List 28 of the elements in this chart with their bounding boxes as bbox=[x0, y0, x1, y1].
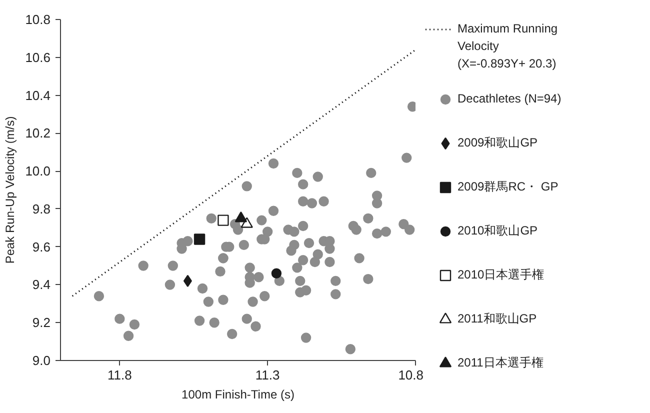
legend-label: 2011和歌山GP bbox=[458, 312, 537, 326]
y-tick-label: 9.6 bbox=[32, 239, 51, 254]
point bbox=[240, 217, 253, 228]
x-tick-label: 11.3 bbox=[255, 368, 280, 382]
x-tick-label: 11.8 bbox=[108, 368, 132, 382]
y-tick-label: 9.0 bbox=[32, 353, 51, 368]
point bbox=[218, 214, 229, 226]
y-tick-label: 10.6 bbox=[25, 50, 51, 65]
point bbox=[271, 268, 282, 278]
legend-label: Maximum Running Velocity (X=-0.893Y+ 20.3) bbox=[458, 22, 558, 70]
y-tick-label: 10.2 bbox=[25, 126, 51, 141]
y-axis-title: Peak Run-Up Velocity (m/s) bbox=[3, 116, 18, 264]
y-tick-label: 10.4 bbox=[25, 88, 51, 103]
legend-label: Decathletes (N=94) bbox=[458, 92, 562, 106]
y-tick-label: 9.4 bbox=[32, 277, 51, 292]
legend-label: 2010日本選手権 bbox=[458, 268, 544, 282]
y-tick-label: 9.2 bbox=[32, 315, 51, 330]
x-tick-label: 10.8 bbox=[398, 368, 424, 382]
legend-label: 2011日本選手権 bbox=[458, 356, 544, 370]
point bbox=[194, 234, 206, 245]
legend-label: 2009和歌山GP bbox=[458, 136, 538, 150]
legend-label: 2010和歌山GP bbox=[458, 224, 538, 238]
y-tick-label: 10.0 bbox=[25, 164, 51, 179]
point bbox=[234, 211, 248, 222]
y-tick-label: 10.8 bbox=[25, 12, 51, 27]
y-tick-label: 9.8 bbox=[32, 201, 51, 216]
x-axis-title: 100m Finish-Time (s) bbox=[182, 388, 294, 402]
legend-label: 2009群馬RC・ GP bbox=[458, 180, 558, 194]
